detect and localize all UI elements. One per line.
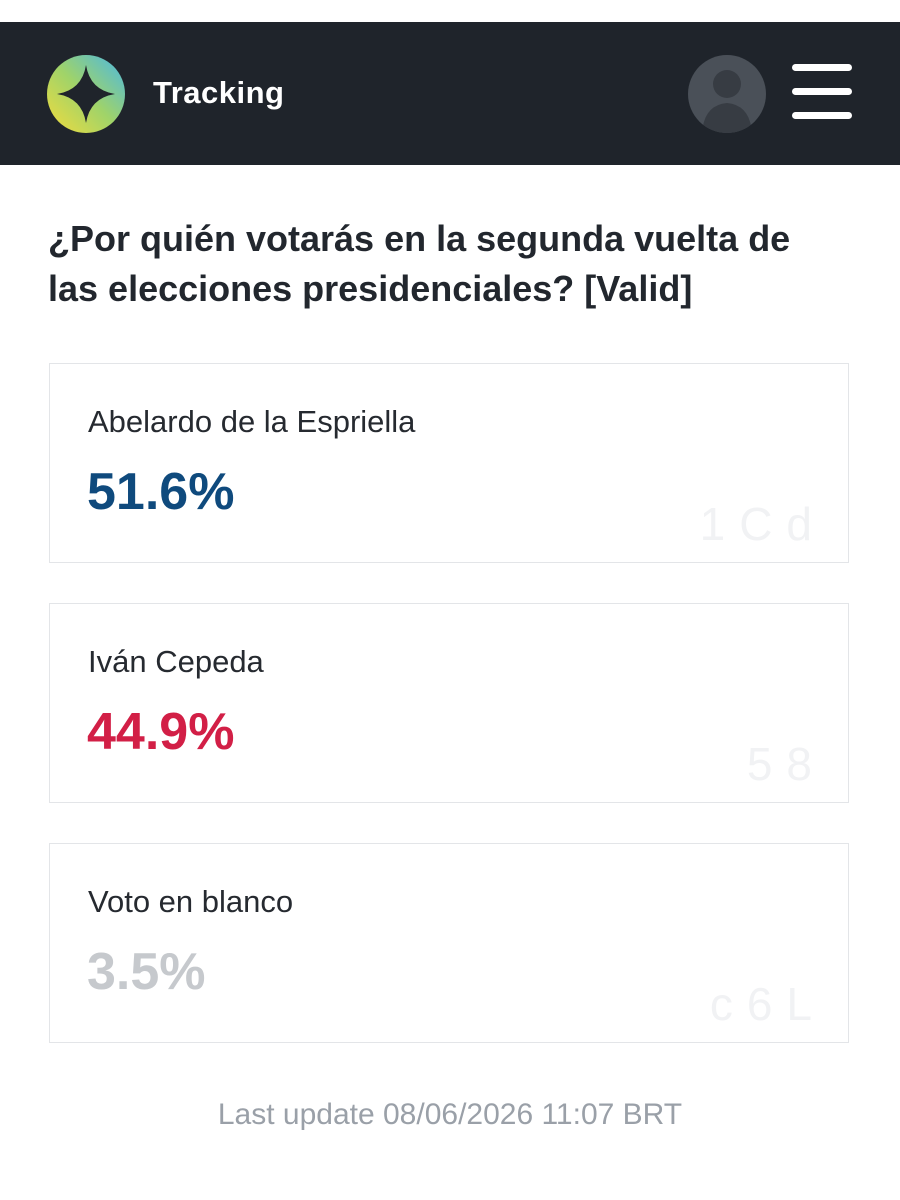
question-title: ¿Por quién votarás en la segunda vuelta … — [48, 218, 791, 309]
hamburger-menu-icon[interactable] — [792, 64, 852, 120]
watermark: 1Cd — [699, 498, 826, 550]
top-navbar: Tracking — [0, 22, 900, 165]
candidate-name: Iván Cepeda — [88, 644, 264, 679]
compass-logo-icon[interactable] — [47, 55, 125, 133]
option-percent: 3.5% — [87, 943, 206, 1001]
result-card-espriella: Abelardo de la Espriella 51.6% 1Cd — [49, 363, 849, 563]
candidate-percent: 44.9% — [87, 703, 235, 761]
option-name: Voto en blanco — [88, 884, 294, 919]
watermark: c6L — [709, 978, 826, 1030]
candidate-percent: 51.6% — [87, 463, 235, 521]
result-card-cepeda: Iván Cepeda 44.9% 58 — [49, 603, 849, 803]
last-update-text: Last update 08/06/2026 11:07 BRT — [217, 1098, 683, 1131]
app-brand-title[interactable]: Tracking — [153, 75, 285, 110]
status-bar-strip — [0, 0, 900, 22]
user-avatar-icon[interactable] — [688, 55, 766, 133]
candidate-name: Abelardo de la Espriella — [88, 404, 416, 439]
watermark: 58 — [746, 738, 826, 790]
result-card-voto-en-blanco: Voto en blanco 3.5% c6L — [49, 843, 849, 1043]
person-silhouette-icon — [702, 70, 752, 133]
